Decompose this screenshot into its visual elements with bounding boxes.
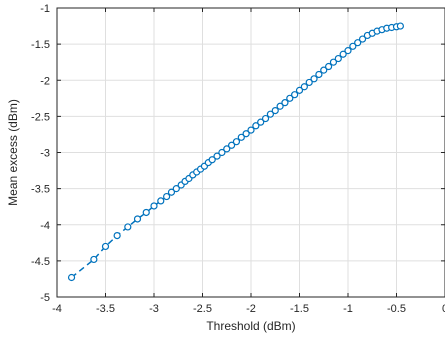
x-tick-label: -1.5 [290, 303, 309, 315]
data-point [232, 138, 241, 146]
y-tick-label: -3 [40, 148, 50, 160]
data-point [291, 91, 299, 99]
data-point [67, 273, 76, 282]
data-point [167, 188, 176, 196]
data-point [320, 66, 328, 74]
y-tick-label: -2 [40, 75, 50, 87]
data-point [247, 126, 255, 134]
y-tick-label: -1.5 [31, 39, 50, 51]
data-point [172, 185, 180, 193]
data-point [218, 148, 226, 157]
y-tick-label: -1 [40, 3, 50, 15]
data-point [276, 102, 284, 110]
data-point [163, 192, 171, 201]
data-point [261, 114, 270, 123]
x-tick-label: -2.5 [193, 303, 212, 315]
x-tick-label: -4 [52, 303, 62, 315]
data-point [315, 70, 323, 79]
data-point [223, 145, 231, 153]
data-point [310, 75, 318, 83]
x-tick-label: -2 [246, 303, 256, 315]
y-tick-label: -5 [40, 292, 50, 304]
data-point [354, 39, 362, 47]
y-tick-label: -2.5 [31, 111, 50, 123]
y-tick-label: -4.5 [31, 256, 50, 268]
data-point [142, 208, 150, 217]
data-point [329, 58, 338, 66]
data-point [266, 110, 274, 118]
data-point [300, 83, 308, 91]
data-point [237, 133, 245, 141]
data-point [252, 122, 260, 130]
data-point [339, 50, 347, 58]
data-point [208, 156, 216, 164]
data-point [325, 62, 333, 71]
data-point [90, 255, 98, 264]
x-tick-label: -3.5 [96, 303, 115, 315]
data-point [344, 47, 352, 55]
data-point [124, 223, 132, 231]
data-point [257, 118, 265, 126]
data-point [133, 215, 142, 223]
data-point [150, 202, 158, 210]
y-tick-label: -3.5 [31, 184, 50, 196]
data-point [305, 78, 313, 87]
x-tick-label: -3 [149, 303, 159, 315]
grid [56, 7, 445, 298]
data-point [242, 130, 250, 138]
y-tick-label: -4 [40, 220, 50, 232]
data-point [213, 152, 221, 160]
x-tick-label: -0.5 [387, 303, 406, 315]
data-point [396, 22, 404, 30]
x-tick-label: -1 [343, 303, 353, 315]
data-point [349, 42, 357, 50]
fit-line [71, 25, 401, 279]
data-point [295, 86, 304, 94]
data-point [334, 54, 342, 63]
x-tick-label: 0 [442, 303, 445, 315]
data-point [286, 94, 294, 102]
data-point [358, 35, 367, 43]
data-point [271, 106, 279, 115]
data-point [113, 231, 121, 240]
y-axis-label: Mean excess (dBm) [6, 99, 20, 206]
data-point [157, 197, 165, 205]
data-point [101, 242, 110, 251]
x-axis-label: Threshold (dBm) [206, 319, 295, 333]
data-series [67, 22, 404, 282]
data-point [281, 99, 289, 107]
data-point [228, 141, 236, 149]
axis-ticks: -4 -3.5 -3 -2.5 -2 -1.5 -1 -0.5 0 -5 -4.5 -4 -3.5 -3 -… [31, 3, 445, 315]
